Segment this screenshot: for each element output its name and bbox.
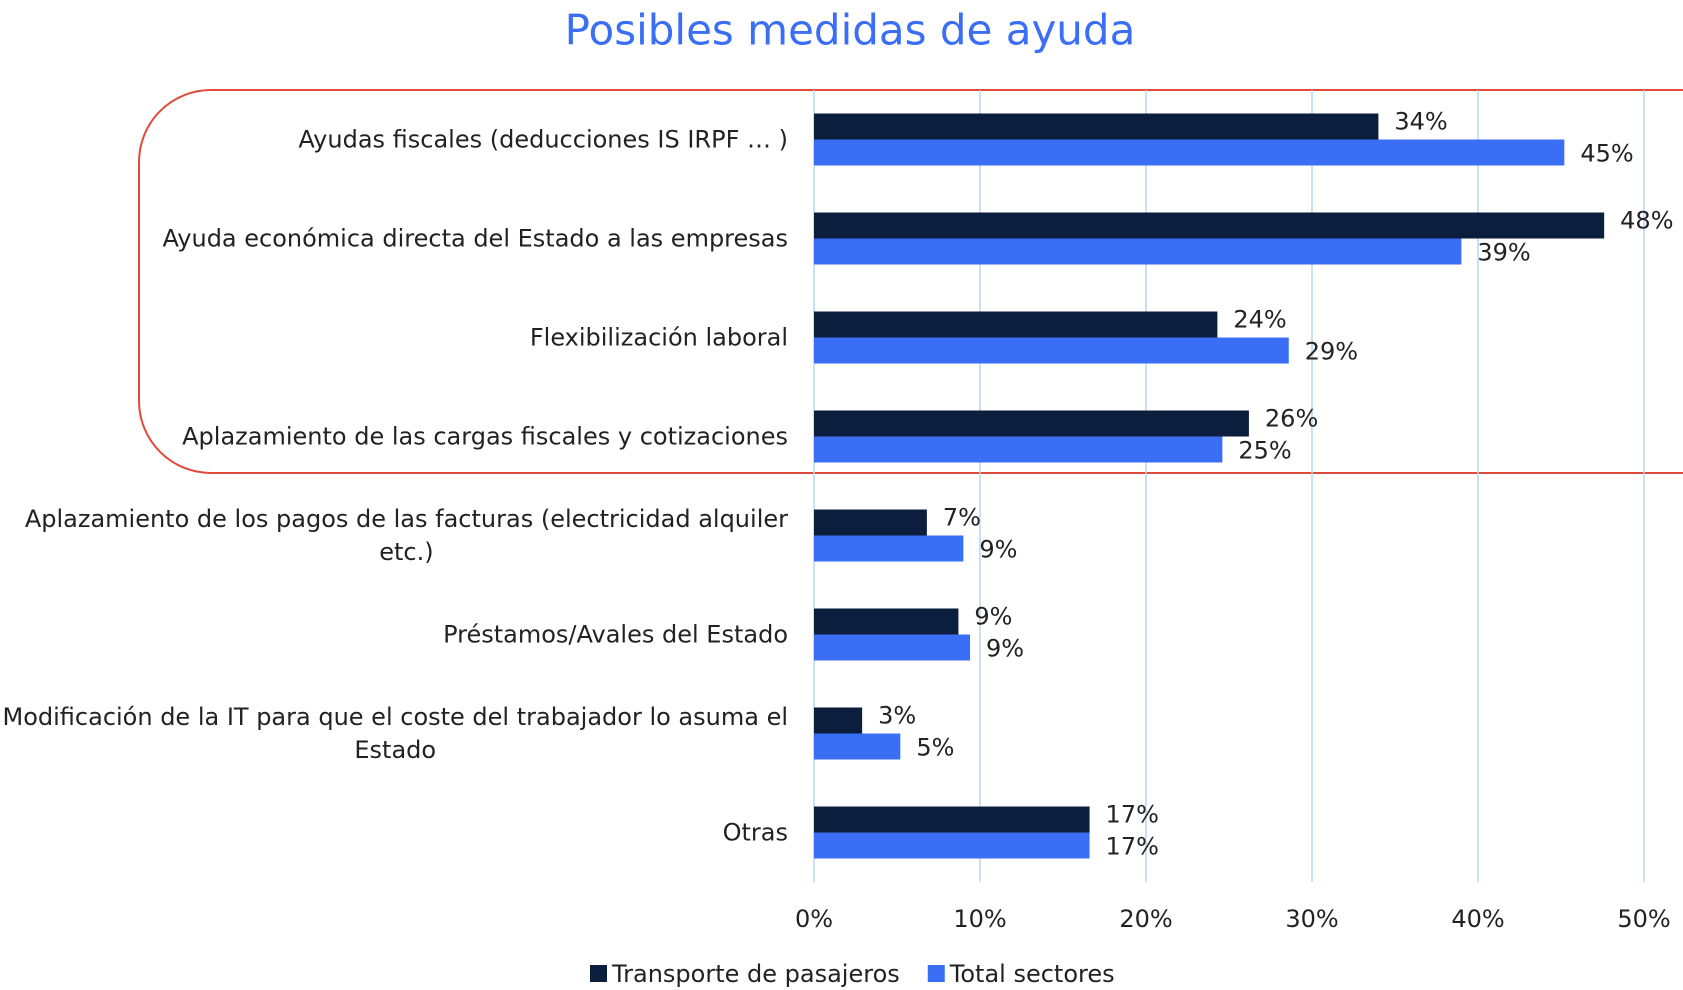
bar bbox=[814, 733, 901, 760]
data-label: 17% bbox=[1106, 801, 1159, 829]
data-label: 3% bbox=[878, 702, 916, 730]
data-label: 17% bbox=[1106, 833, 1159, 861]
category-label-row: Aplazamiento de las cargas fiscales y co… bbox=[182, 420, 788, 453]
category-label-row: Ayuda económica directa del Estado a las… bbox=[162, 222, 788, 255]
x-tick-label: 20% bbox=[1119, 905, 1172, 933]
category-label-row: Flexibilización laboral bbox=[530, 321, 788, 354]
bar bbox=[814, 535, 964, 562]
x-tick-label: 30% bbox=[1285, 905, 1338, 933]
data-label: 9% bbox=[974, 603, 1012, 631]
bar bbox=[814, 238, 1462, 265]
y-tick-label: Aplazamiento de las cargas fiscales y co… bbox=[182, 422, 788, 450]
data-label: 5% bbox=[916, 734, 954, 762]
category-label-row: Aplazamiento de los pagos de las factura… bbox=[25, 503, 788, 569]
y-tick-label: Aplazamiento de los pagos de las factura… bbox=[24, 504, 788, 566]
legend-label: Transporte de pasajeros bbox=[611, 960, 900, 988]
category-label-row: Modificación de la IT para que el coste … bbox=[3, 701, 789, 767]
bar bbox=[814, 806, 1090, 833]
bar bbox=[814, 608, 959, 635]
data-label: 9% bbox=[986, 635, 1024, 663]
bar bbox=[814, 337, 1289, 364]
y-tick-label: Otras bbox=[722, 818, 788, 846]
data-label: 26% bbox=[1265, 405, 1318, 433]
bar bbox=[814, 832, 1090, 859]
y-tick-label: Ayudas fiscales (deducciones IS IRPF … ) bbox=[298, 125, 788, 153]
y-tick-label: Préstamos/Avales del Estado bbox=[443, 620, 788, 648]
data-label: 25% bbox=[1238, 437, 1291, 465]
data-label: 24% bbox=[1233, 306, 1286, 334]
y-tick-label: Ayuda económica directa del Estado a las… bbox=[162, 224, 788, 252]
chart-title: Posibles medidas de ayuda bbox=[565, 6, 1136, 55]
legend-label: Total sectores bbox=[949, 960, 1115, 988]
x-tick-label: 50% bbox=[1617, 905, 1670, 933]
bar bbox=[814, 634, 971, 661]
bar bbox=[814, 113, 1379, 140]
y-tick-label: Flexibilización laboral bbox=[529, 323, 788, 351]
bar bbox=[814, 212, 1605, 239]
data-label: 29% bbox=[1305, 338, 1358, 366]
bar bbox=[814, 707, 863, 734]
legend-swatch bbox=[590, 965, 607, 982]
bar bbox=[814, 311, 1218, 338]
x-tick-label: 0% bbox=[795, 905, 833, 933]
bar bbox=[814, 436, 1223, 463]
y-tick-label: Modificación de la IT para que el coste … bbox=[2, 702, 789, 764]
x-tick-label: 40% bbox=[1451, 905, 1504, 933]
data-label: 45% bbox=[1580, 140, 1633, 168]
category-label-row: Préstamos/Avales del Estado bbox=[443, 618, 788, 651]
legend-swatch bbox=[927, 965, 945, 982]
highlight-box bbox=[138, 89, 1683, 474]
category-label-row: Otras bbox=[723, 816, 788, 849]
data-label: 34% bbox=[1394, 108, 1447, 136]
data-label: 39% bbox=[1477, 239, 1530, 267]
bar bbox=[814, 139, 1565, 166]
data-label: 48% bbox=[1620, 207, 1673, 235]
bar bbox=[814, 410, 1249, 437]
data-label: 7% bbox=[943, 504, 981, 532]
x-tick-label: 10% bbox=[953, 905, 1006, 933]
data-label: 9% bbox=[979, 536, 1017, 564]
category-label-row: Ayudas fiscales (deducciones IS IRPF … ) bbox=[298, 123, 788, 156]
bar bbox=[814, 509, 927, 536]
